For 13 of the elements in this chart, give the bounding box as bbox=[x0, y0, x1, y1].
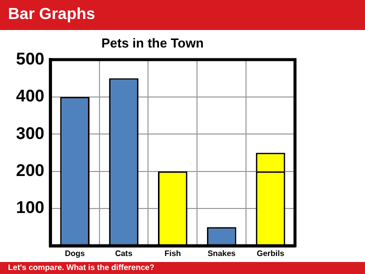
y-tick-label: 300 bbox=[16, 124, 44, 143]
y-tick-label: 200 bbox=[16, 161, 44, 180]
x-tick-label: Gerbils bbox=[256, 248, 285, 258]
x-tick-label: Cats bbox=[115, 248, 133, 258]
x-tick-label: Fish bbox=[164, 248, 182, 258]
x-tick-label: Dogs bbox=[64, 248, 86, 258]
chart-subtitle: Pets in the Town bbox=[101, 35, 204, 50]
text: Let's compare. What is the difference? bbox=[0, 262, 365, 274]
x-tick-label: Snakes bbox=[208, 248, 236, 258]
chart-title: Bar Graphs bbox=[0, 0, 365, 30]
y-tick-label: 100 bbox=[16, 198, 44, 218]
y-tick-label: 400 bbox=[16, 86, 44, 106]
y-tick-label: 500 bbox=[16, 49, 44, 68]
